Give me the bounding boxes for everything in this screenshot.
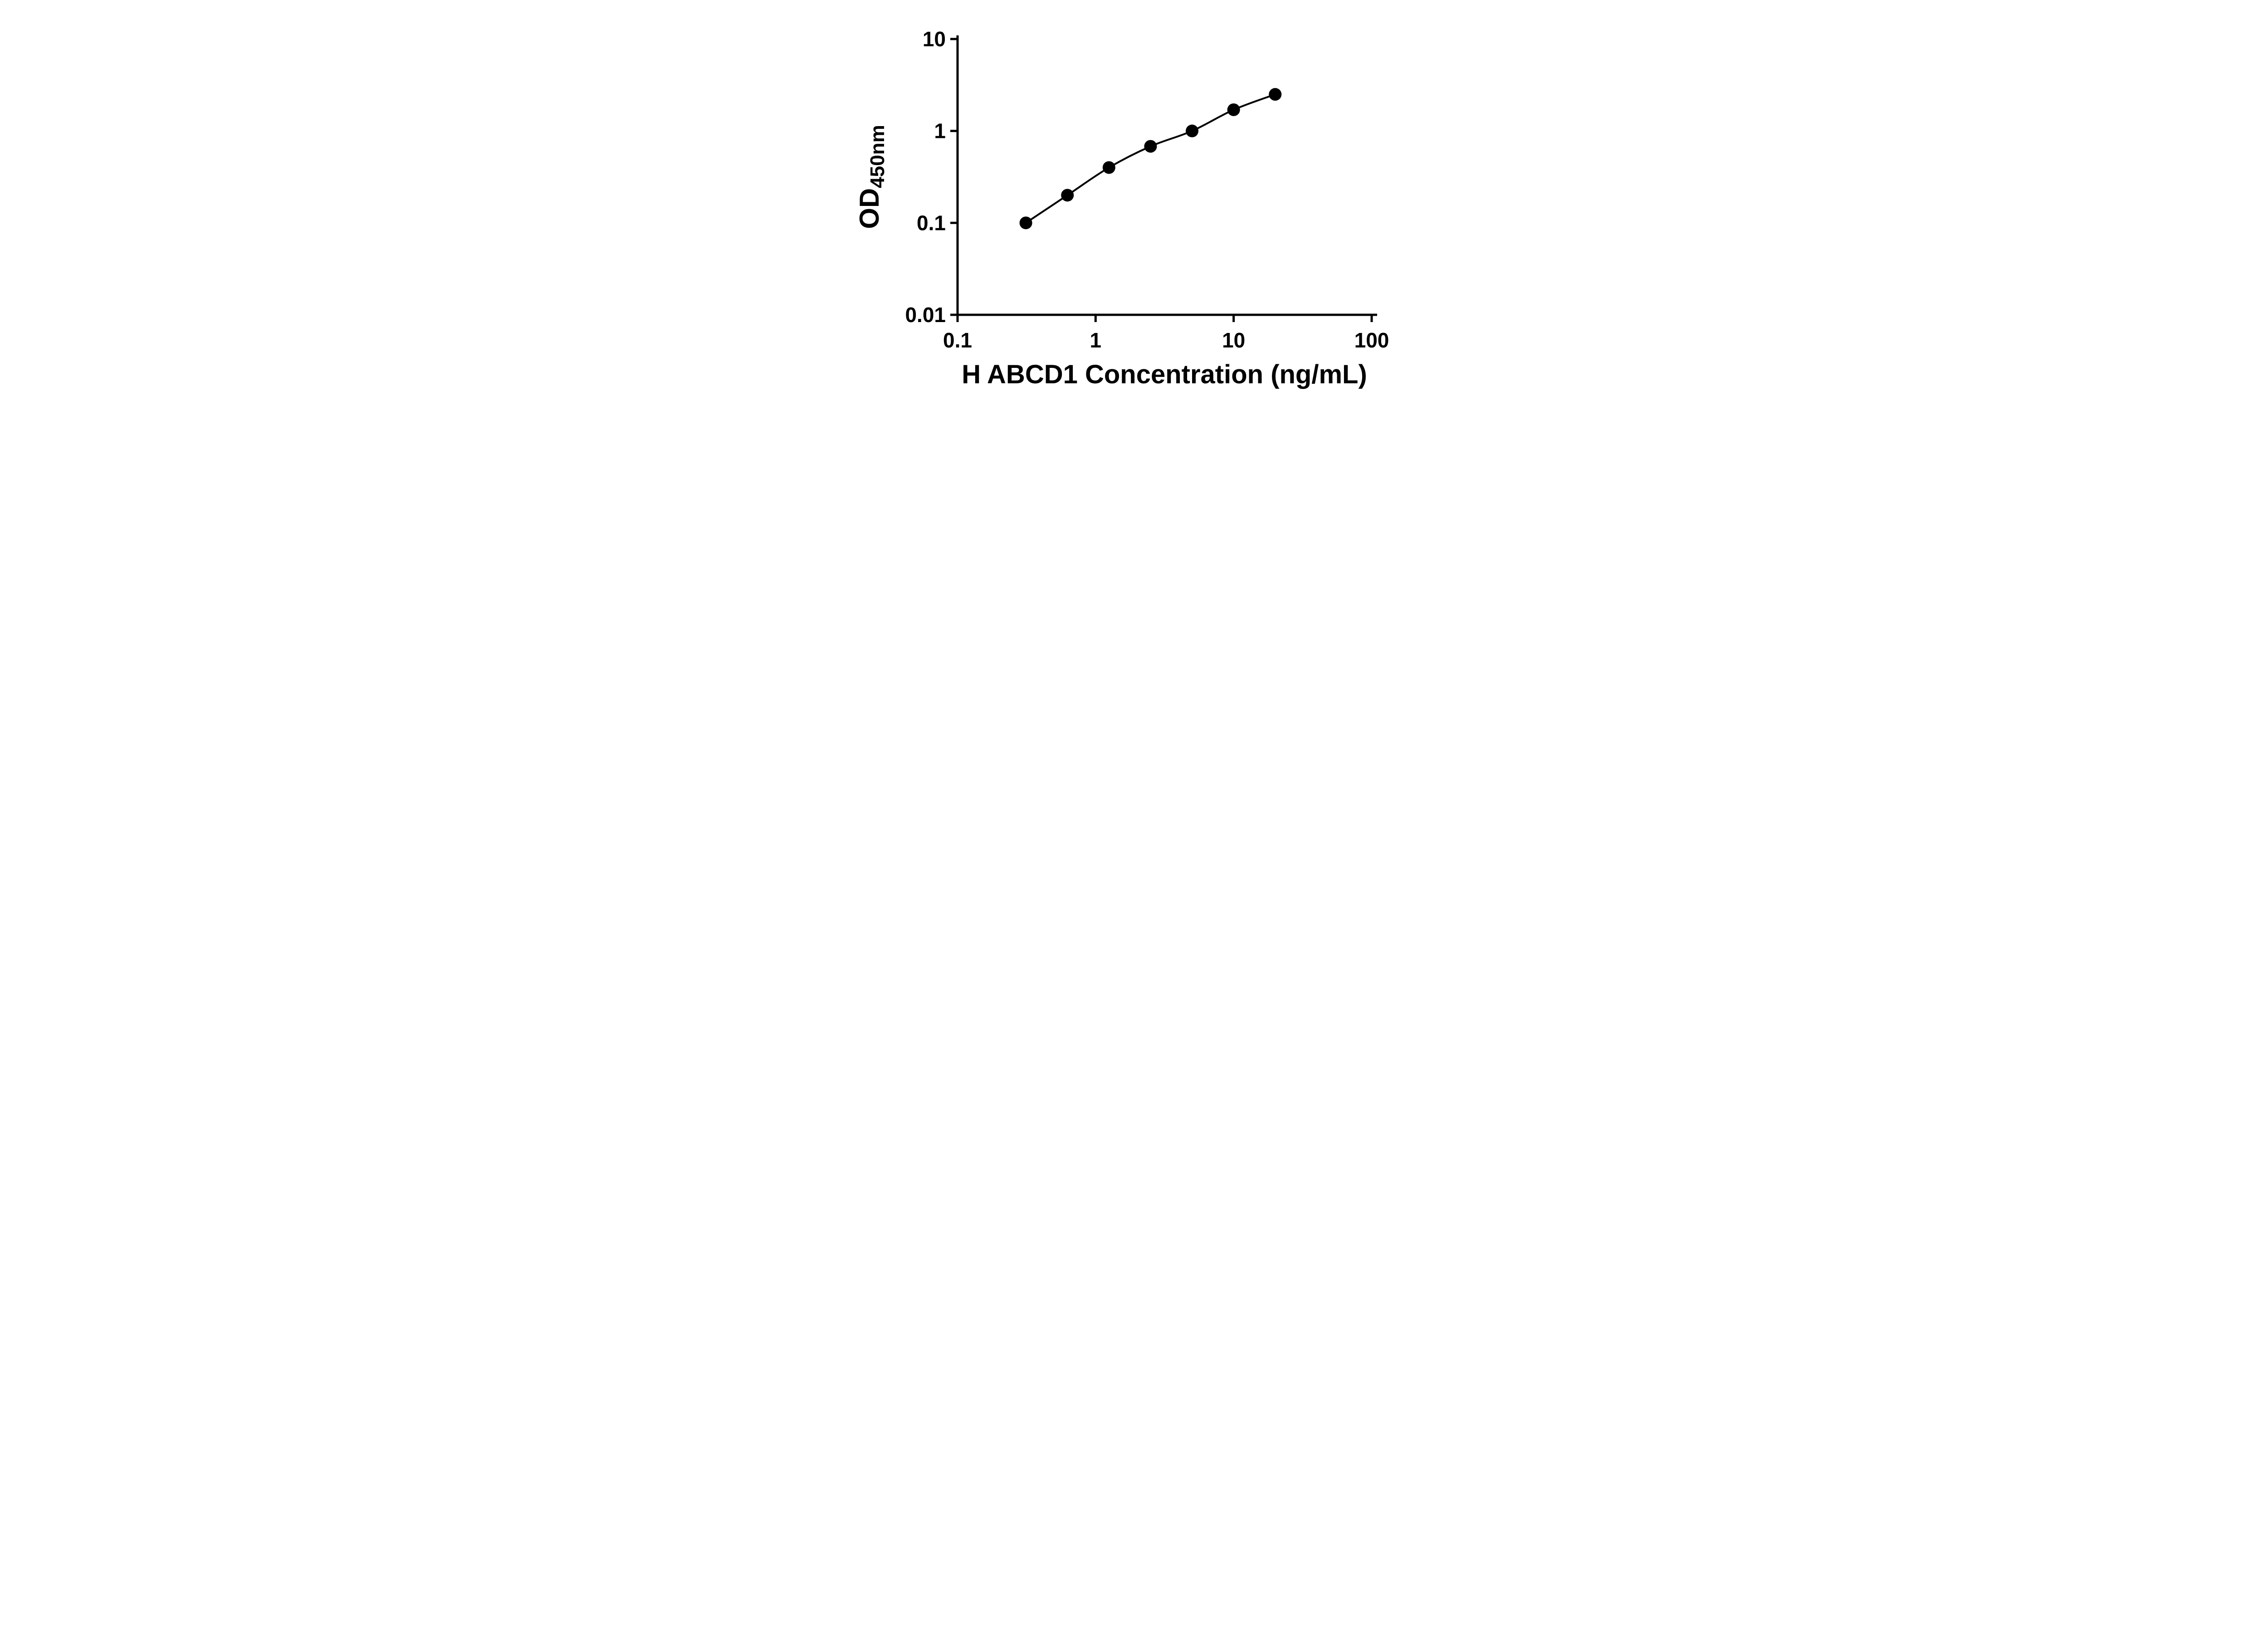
chart-page: 0.1 1 10 100 0.01 0.1 1 10 H ABCD1 Concentratio… (842, 0, 1426, 408)
y-axis-label-main: OD (854, 188, 885, 229)
y-tick-label: 1 (934, 119, 946, 143)
y-tick-label: 0.01 (905, 303, 946, 327)
y-axis-label-sub: 450nm (866, 125, 889, 188)
x-tick-label: 10 (1222, 328, 1245, 352)
x-tick-label: 0.1 (943, 328, 972, 352)
y-tick-label: 0.1 (917, 211, 946, 235)
y-axis-label: OD450nm (854, 125, 889, 229)
x-tick-label: 1 (1090, 328, 1102, 352)
data-point (1144, 140, 1157, 153)
standard-curve-chart: 0.1 1 10 100 0.01 0.1 1 10 H ABCD1 Concentratio… (842, 0, 1426, 408)
series-layer (1019, 88, 1282, 230)
data-point (1019, 216, 1032, 230)
x-axis-label: H ABCD1 Concentration (ng/mL) (962, 360, 1367, 389)
y-tick-label: 10 (923, 27, 946, 51)
data-point (1061, 189, 1074, 202)
x-tick-label: 100 (1354, 328, 1389, 352)
data-point (1102, 161, 1115, 174)
data-point (1269, 88, 1282, 101)
data-point (1186, 124, 1199, 137)
data-point (1227, 103, 1240, 116)
